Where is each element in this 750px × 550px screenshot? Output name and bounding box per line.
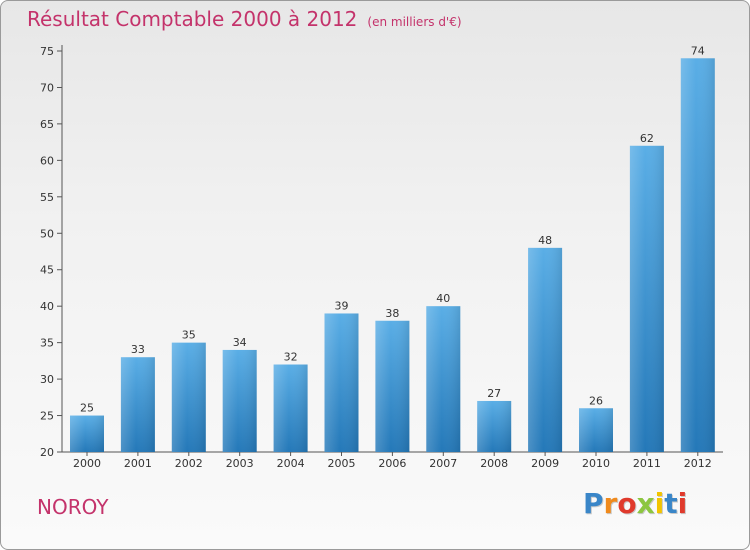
x-tick-label: 2003 (226, 457, 254, 470)
bar-shading (222, 349, 257, 452)
chart-title: Résultat Comptable 2000 à 2012 (27, 7, 358, 31)
bar-shading (70, 415, 104, 452)
x-tick-label: 2000 (73, 457, 101, 470)
logo-letter: P (583, 487, 604, 520)
x-tick-label: 2001 (124, 457, 152, 470)
data-label: 26 (589, 394, 603, 407)
logo-letter: t (664, 487, 678, 520)
bar-shading (477, 400, 512, 452)
bar-shading (629, 145, 664, 453)
data-label: 27 (487, 387, 501, 400)
data-label: 25 (80, 402, 94, 415)
x-tick-label: 2007 (429, 457, 457, 470)
bar-shading (171, 342, 206, 452)
data-label: 74 (691, 44, 705, 57)
data-label: 48 (538, 234, 552, 247)
data-label: 62 (640, 132, 654, 145)
data-label: 33 (131, 343, 145, 356)
data-label: 34 (233, 336, 247, 349)
y-tick-label: 25 (40, 410, 54, 423)
bar-shading (680, 58, 715, 453)
data-label: 38 (385, 307, 399, 320)
bar-shading (120, 357, 155, 452)
data-label: 32 (284, 351, 298, 364)
bar-shading (426, 306, 461, 452)
bar-shading (528, 247, 563, 452)
x-tick-label: 2004 (277, 457, 305, 470)
data-label: 35 (182, 329, 196, 342)
logo-letter: o (617, 487, 637, 520)
x-tick-label: 2012 (684, 457, 712, 470)
chart-subtitle: (en milliers d'€) (367, 15, 462, 29)
x-tick-label: 2011 (633, 457, 661, 470)
x-tick-label: 2010 (582, 457, 610, 470)
logo-letter: r (603, 487, 618, 520)
logo-letter: i (654, 487, 665, 520)
x-tick-label: 2008 (480, 457, 508, 470)
bar-shading (273, 364, 308, 452)
x-tick-label: 2005 (328, 457, 356, 470)
y-tick-label: 20 (40, 446, 54, 459)
bar-shading (579, 408, 613, 452)
bar-shading (324, 313, 359, 452)
x-tick-label: 2009 (531, 457, 559, 470)
y-tick-label: 50 (40, 227, 54, 240)
x-tick-label: 2002 (175, 457, 203, 470)
y-tick-label: 75 (40, 45, 54, 58)
y-tick-label: 45 (40, 264, 54, 277)
data-label: 39 (335, 299, 349, 312)
y-tick-label: 30 (40, 373, 54, 386)
chart-title-block: Résultat Comptable 2000 à 2012 (en millie… (27, 7, 462, 31)
data-label: 40 (436, 292, 450, 305)
logo-letter: x (636, 487, 655, 520)
y-tick-label: 70 (40, 81, 54, 94)
y-tick-label: 55 (40, 191, 54, 204)
x-tick-label: 2006 (378, 457, 406, 470)
y-tick-label: 35 (40, 337, 54, 350)
y-tick-label: 65 (40, 118, 54, 131)
y-tick-label: 40 (40, 300, 54, 313)
y-tick-label: 60 (40, 154, 54, 167)
logo-letter: i (677, 487, 688, 520)
proxiti-logo[interactable]: Proxiti (583, 487, 687, 520)
commune-name: NOROY (37, 495, 109, 519)
bar-shading (375, 320, 410, 452)
